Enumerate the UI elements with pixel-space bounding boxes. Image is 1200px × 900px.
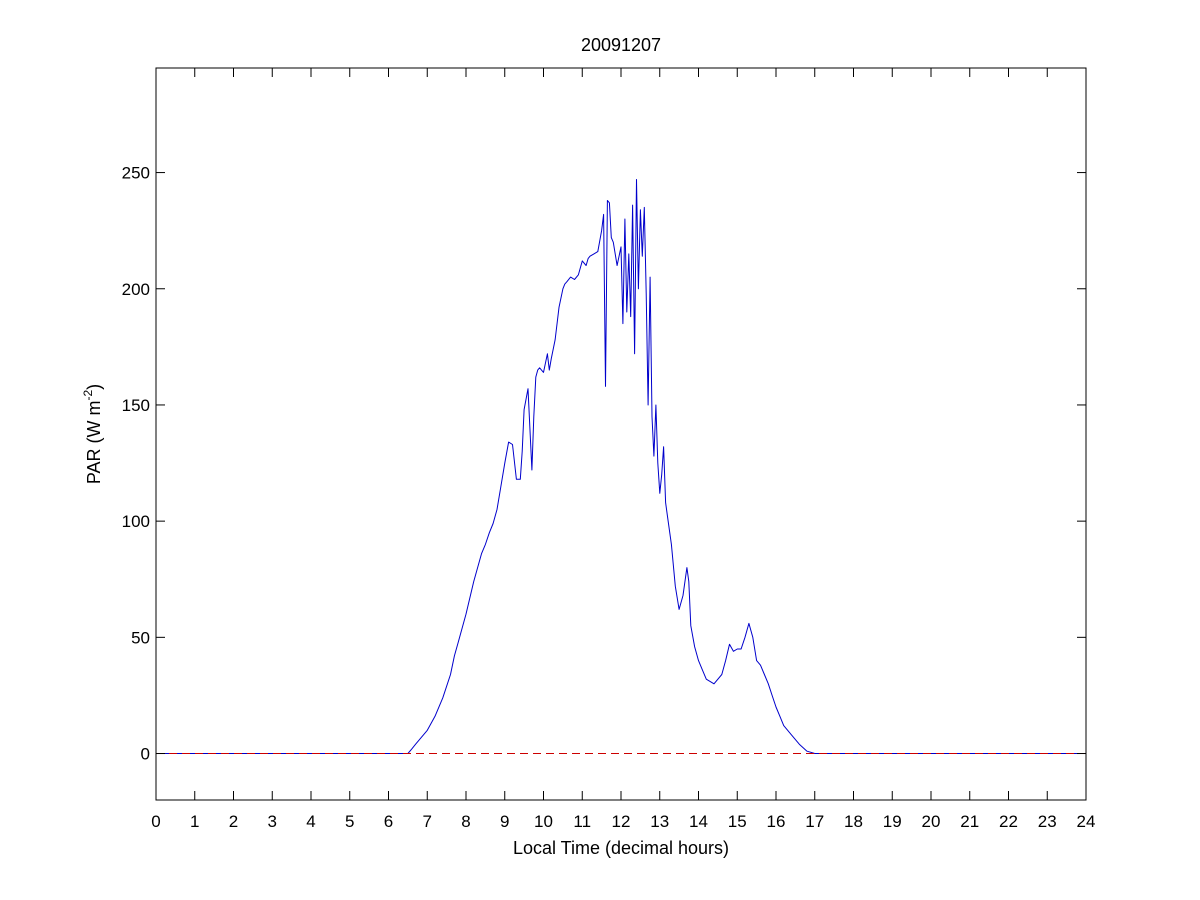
- y-axis-title-suffix: ): [84, 384, 104, 390]
- y-tick-label: 50: [131, 628, 150, 647]
- ticks-layer: 0 1 2 3 4 5 6 7 8 9 10 11 12 13 14 15 16 17 18 19 20 21 22 23 24…: [122, 68, 1096, 831]
- y-tick-label: 100: [122, 512, 150, 531]
- y-axis-title-superscript: -2: [81, 390, 95, 401]
- y-tick-label: 0: [141, 745, 150, 764]
- series-layer: [156, 179, 1086, 754]
- x-tick-label: 23: [1038, 812, 1057, 831]
- x-tick-label: 7: [423, 812, 432, 831]
- chart-title: 20091207: [581, 35, 661, 55]
- y-tick-label: 200: [122, 280, 150, 299]
- x-tick-label: 14: [689, 812, 708, 831]
- x-tick-label: 20: [922, 812, 941, 831]
- x-tick-label: 15: [728, 812, 747, 831]
- x-tick-label: 17: [805, 812, 824, 831]
- x-tick-label: 16: [767, 812, 786, 831]
- x-tick-label: 4: [306, 812, 315, 831]
- x-tick-label: 1: [190, 812, 199, 831]
- x-tick-label: 9: [500, 812, 509, 831]
- x-tick-label: 19: [883, 812, 902, 831]
- x-tick-label: 5: [345, 812, 354, 831]
- x-tick-label: 0: [151, 812, 160, 831]
- x-tick-label: 22: [999, 812, 1018, 831]
- x-tick-label: 11: [573, 812, 591, 831]
- x-tick-label: 18: [844, 812, 863, 831]
- y-tick-label: 150: [122, 396, 150, 415]
- x-tick-label: 6: [384, 812, 393, 831]
- x-tick-label: 21: [960, 812, 979, 831]
- par-series-line: [156, 179, 1086, 754]
- x-tick-label: 12: [612, 812, 631, 831]
- x-axis-title: Local Time (decimal hours): [513, 838, 729, 858]
- y-tick-label: 250: [122, 164, 150, 183]
- plot-area: [156, 68, 1086, 800]
- y-axis-title-prefix: PAR (W m: [84, 401, 104, 485]
- x-tick-label: 24: [1077, 812, 1096, 831]
- x-tick-label: 2: [229, 812, 238, 831]
- y-axis-title: PAR (W m-2): [81, 384, 104, 484]
- x-tick-label: 10: [534, 812, 553, 831]
- x-tick-label: 13: [650, 812, 669, 831]
- x-tick-label: 3: [268, 812, 277, 831]
- x-tick-label: 8: [461, 812, 470, 831]
